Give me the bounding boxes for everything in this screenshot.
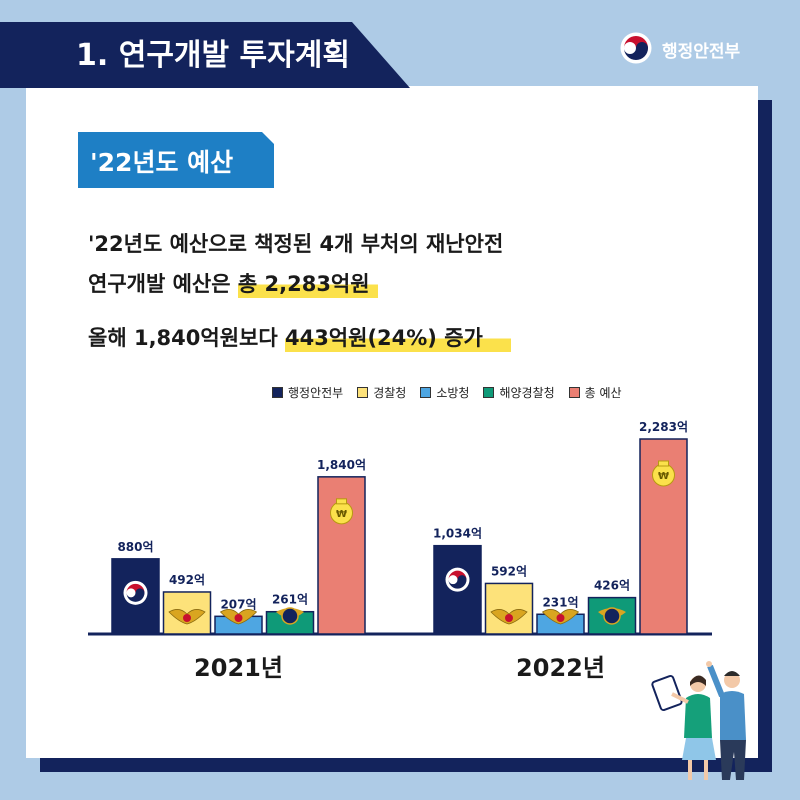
legend-swatch — [420, 387, 432, 398]
summary-line-2-prefix: 연구개발 예산은 — [88, 272, 238, 296]
chart-legend: 행정안전부 경찰청 소방청 해양경찰청 총 예산 — [272, 384, 622, 401]
legend-item: 소방청 — [420, 384, 469, 401]
legend-label: 총 예산 — [584, 386, 622, 400]
summary-line-3-prefix: 올해 1,840억원보다 — [88, 326, 285, 350]
money-bag-icon: ₩ — [330, 498, 353, 525]
legend-swatch — [272, 387, 283, 398]
police-badge-icon — [490, 609, 528, 625]
legend-swatch — [357, 387, 369, 398]
org-name: 행정안전부 — [662, 42, 741, 62]
bar — [484, 582, 534, 635]
data-label: 592억 — [491, 564, 527, 578]
increase-highlight: 443억원(24%) 증가 — [284, 326, 511, 352]
legend-item: 경찰청 — [357, 384, 406, 401]
money-bag-icon: ₩ — [652, 460, 675, 487]
data-label: 231억 — [542, 595, 578, 609]
svg-text:₩: ₩ — [658, 471, 669, 482]
police-badge-icon — [168, 609, 206, 625]
summary-line-3: 올해 1,840억원보다 443억원(24%) 증가 — [88, 322, 511, 352]
coast-guard-badge-icon — [598, 607, 626, 625]
people-illustration — [651, 661, 746, 780]
data-label: 1,840억 — [317, 458, 366, 472]
section-tag — [78, 132, 274, 188]
total-budget-highlight: 총 2,283억원 — [237, 272, 378, 298]
legend-swatch — [568, 387, 580, 398]
legend-item: 행정안전부 — [272, 384, 343, 401]
fire-service-badge-icon — [541, 609, 580, 625]
government-emblem-icon — [123, 580, 148, 605]
coast-guard-badge-icon — [276, 607, 304, 625]
fire-service-badge-icon — [219, 609, 258, 625]
legend-label: 소방청 — [436, 386, 470, 400]
data-label: 880억 — [117, 540, 153, 554]
legend-label: 경찰청 — [373, 386, 407, 400]
x-tick-label: 2022년 — [516, 654, 605, 682]
legend-label: 행정안전부 — [288, 386, 344, 400]
summary-line-2: 연구개발 예산은 총 2,283억원 — [88, 268, 378, 298]
page-title: 1. 연구개발 투자계획 — [76, 38, 350, 73]
header-banner — [0, 22, 410, 88]
data-label: 492억 — [169, 573, 205, 587]
data-label: 2,283억 — [639, 420, 688, 434]
svg-text:₩: ₩ — [336, 509, 347, 520]
government-emblem-icon — [445, 567, 470, 592]
section-tag-label: '22년도 예산 — [90, 148, 234, 177]
legend-swatch — [483, 387, 495, 398]
legend-item: 총 예산 — [568, 384, 622, 401]
content-card — [26, 86, 758, 758]
legend-label: 해양경찰청 — [499, 386, 555, 400]
data-label: 207억 — [220, 597, 256, 611]
data-label: 426억 — [594, 579, 630, 593]
data-label: 1,034억 — [433, 527, 482, 541]
summary-line-1: '22년도 예산으로 책정된 4개 부처의 재난안전 — [88, 232, 504, 256]
x-tick-label: 2021년 — [194, 654, 283, 682]
data-label: 261억 — [272, 593, 308, 607]
government-logo-icon — [620, 32, 652, 64]
legend-item: 해양경찰청 — [483, 384, 555, 401]
